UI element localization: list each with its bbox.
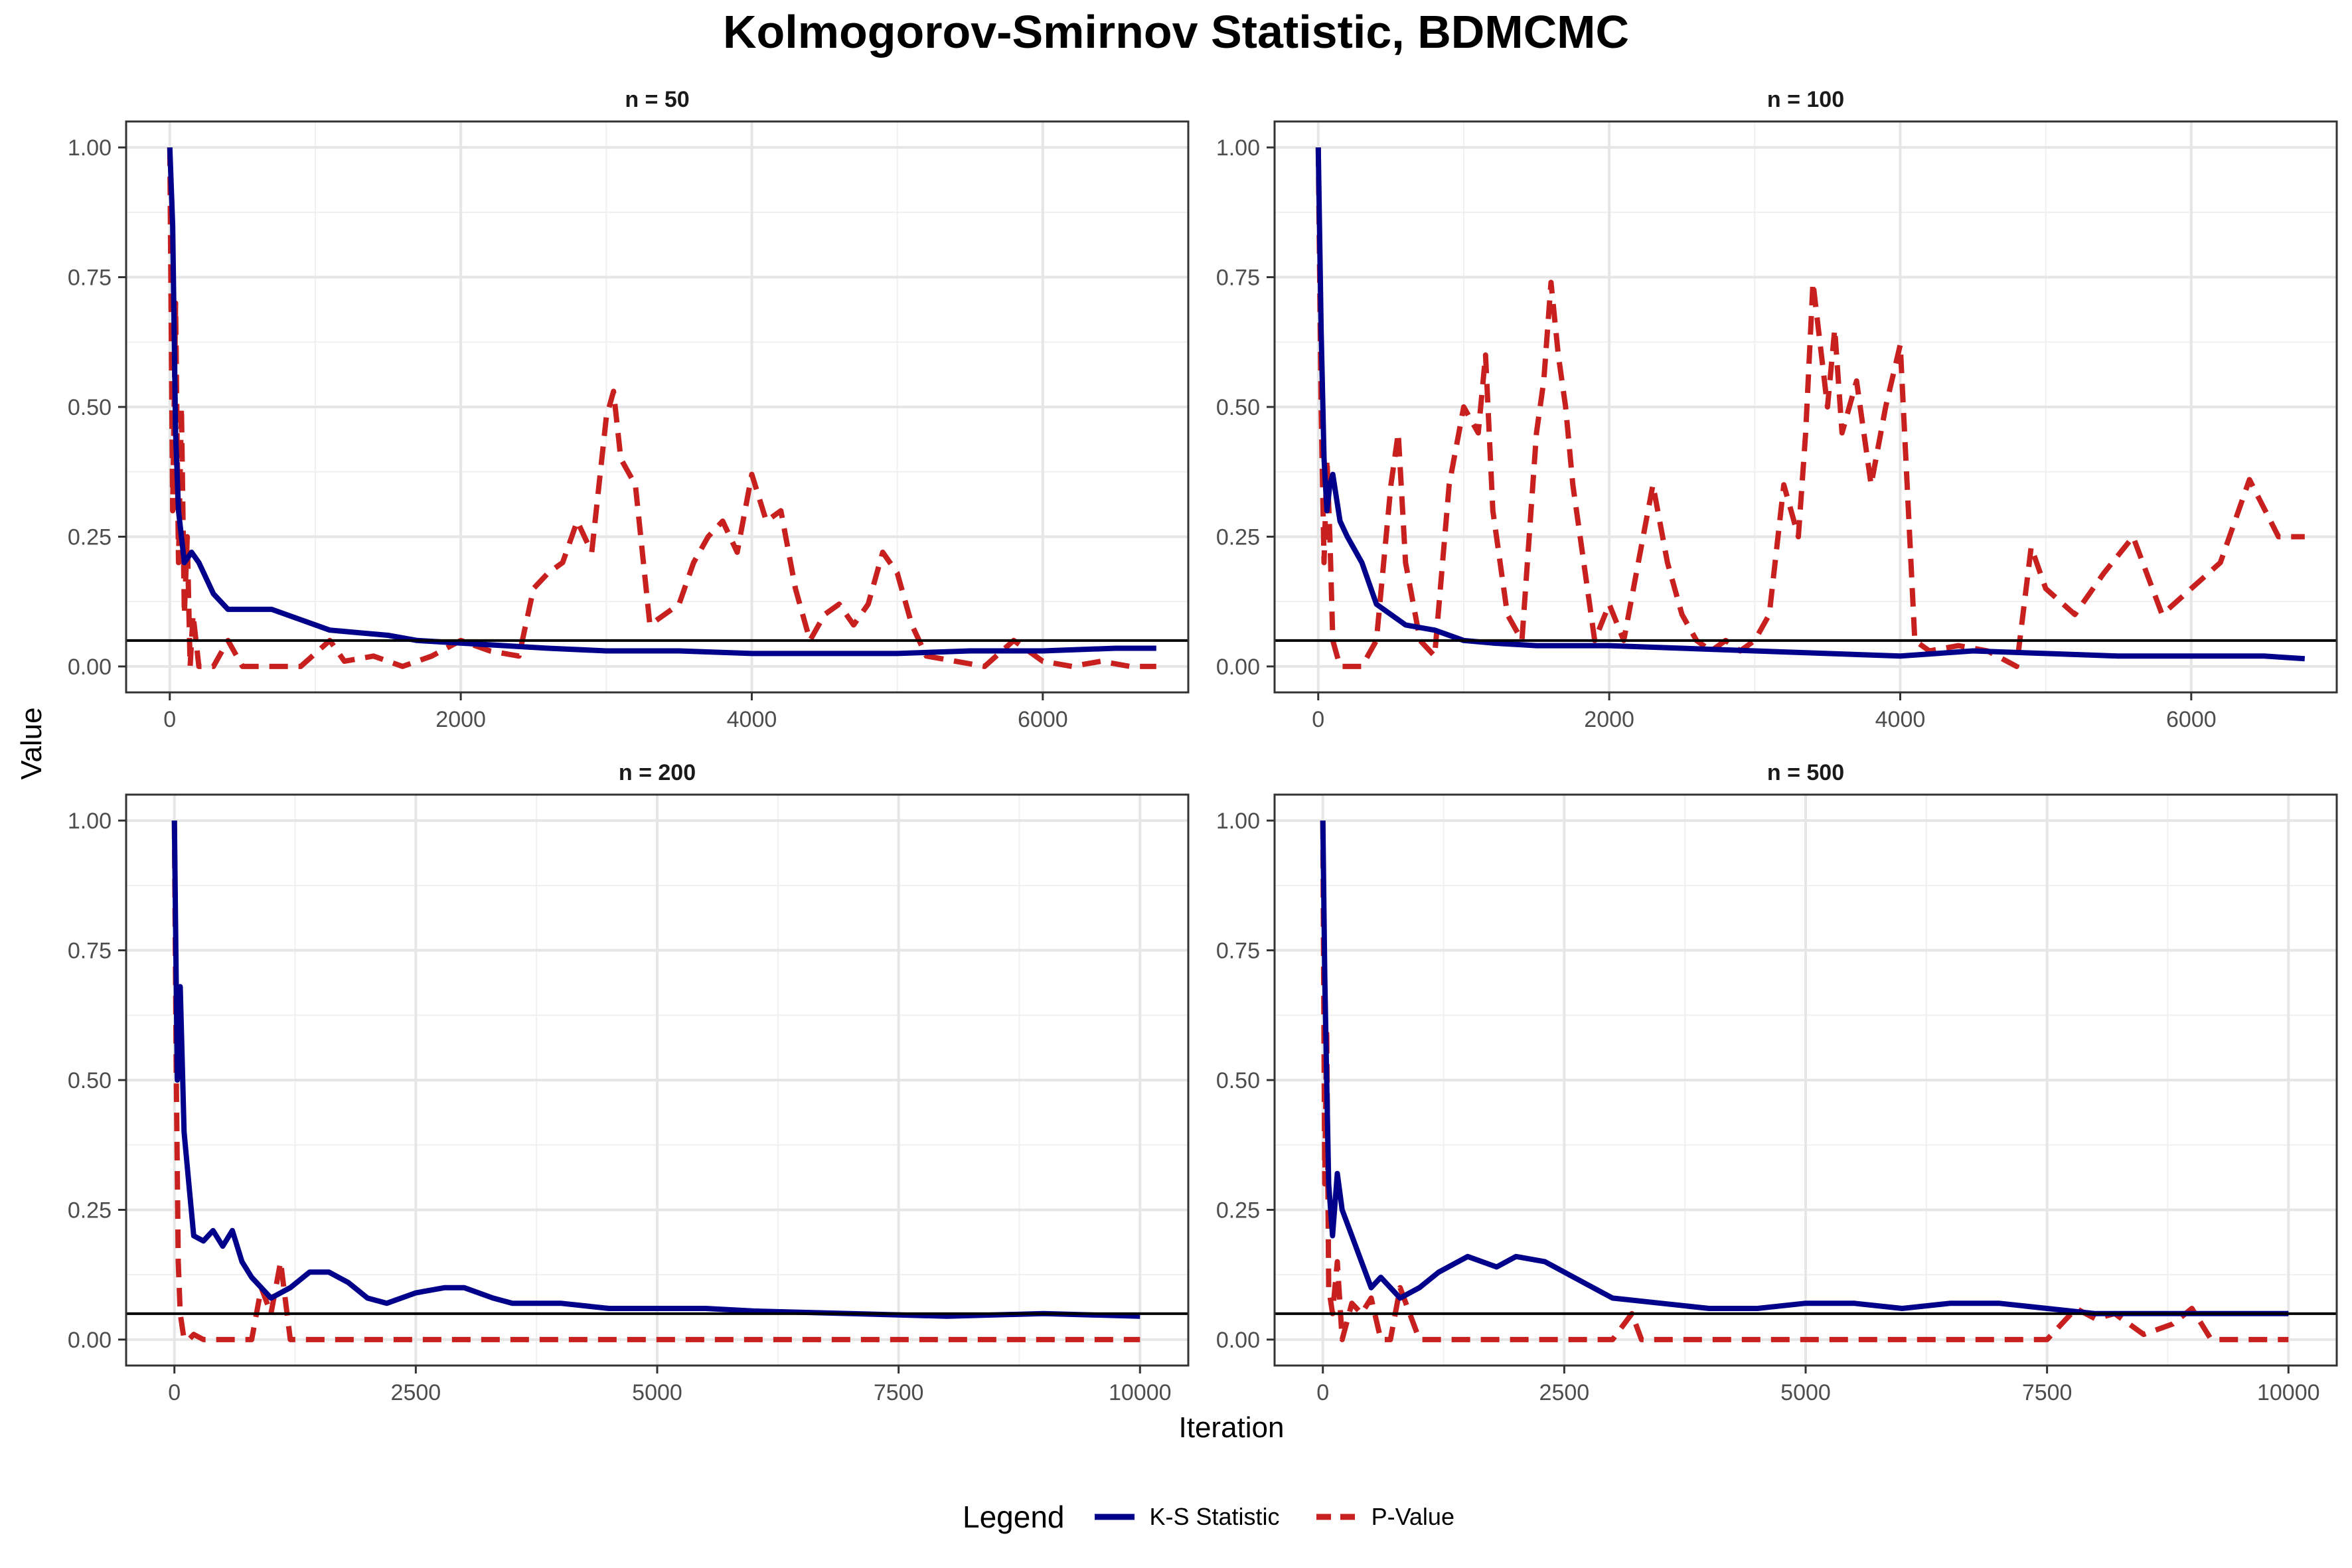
y-tick-label: 0.75 [68,939,112,964]
data-layer [167,147,1156,669]
x-tick-label: 7500 [874,1380,924,1405]
y-tick-label: 0.50 [68,395,112,420]
x-tick-label: 6000 [2166,707,2217,732]
y-tick-label: 1.00 [68,135,112,161]
panel-2: n = 200 0.00 0.25 0.50 0.75 1.00 0 2500 5000 7500… [68,760,1190,1405]
facet-label: n = 50 [625,87,689,112]
legend-key-ks-statistic [1094,1514,1135,1520]
series-line-ks-statistic [1315,147,2306,662]
x-tick-label: 0 [1312,707,1324,732]
y-axis-title: Value [15,707,48,779]
x-tick-label: 2500 [391,1380,441,1405]
y-tick-label: 0.25 [68,1198,112,1223]
y-tick-label: 0.00 [1216,1328,1260,1353]
x-tick-label: 7500 [2022,1380,2073,1405]
y-tick-label: 0.75 [1216,939,1260,964]
panel-border [125,120,1190,694]
facet-label: n = 100 [1767,87,1844,112]
x-tick-label: 10000 [1109,1380,1172,1405]
x-tick-label: 6000 [1018,707,1068,732]
panel-1: n = 100 0.00 0.25 0.50 0.75 1.00 0 2000 4000 6000 [1216,87,2338,732]
x-tick-label: 2000 [435,707,486,732]
y-tick-label: 0.00 [68,655,112,680]
series-line-p-value [167,147,1156,669]
panel-border [1273,120,2338,694]
y-tick-label: 1.00 [1216,809,1260,834]
y-tick-label: 1.00 [1216,135,1260,161]
y-tick-label: 1.00 [68,809,112,834]
legend: Legend K-S Statistic P-Value [963,1490,1488,1543]
legend-key-p-value [1316,1514,1356,1520]
y-tick-label: 0.00 [1216,655,1260,680]
x-tick-label: 0 [168,1380,181,1405]
x-tick-label: 2000 [1584,707,1634,732]
series-line-ks-statistic [171,821,1140,1319]
facet-label: n = 500 [1767,760,1844,785]
y-tick-label: 0.25 [1216,1198,1260,1223]
series-line-ks-statistic [167,147,1156,657]
y-tick-label: 0.75 [68,266,112,291]
legend-label-ks-statistic: K-S Statistic [1149,1503,1280,1530]
y-tick-label: 0.00 [68,1328,112,1353]
x-tick-label: 5000 [632,1380,682,1405]
legend-label-p-value: P-Value [1371,1503,1454,1530]
x-tick-label: 4000 [727,707,777,732]
x-tick-label: 5000 [1780,1380,1831,1405]
x-tick-label: 10000 [2257,1380,2320,1405]
x-tick-label: 0 [1316,1380,1329,1405]
chart-title: Kolmogorov-Smirnov Statistic, BDMCMC [722,6,1630,58]
y-tick-label: 0.25 [1216,524,1260,550]
panel-border [1273,793,2338,1367]
x-tick-label: 4000 [1875,707,1926,732]
panel-border [125,793,1190,1367]
y-tick-label: 0.50 [68,1068,112,1093]
x-tick-label: 2500 [1539,1380,1590,1405]
panel-3: n = 500 0.00 0.25 0.50 0.75 1.00 0 2500 5000 7500… [1216,760,2338,1405]
y-tick-label: 0.50 [1216,395,1260,420]
facet-label: n = 200 [619,760,696,785]
y-tick-label: 0.50 [1216,1068,1260,1093]
series-line-p-value [1315,147,2305,669]
y-tick-label: 0.25 [68,524,112,550]
y-tick-label: 0.75 [1216,266,1260,291]
x-tick-label: 0 [163,707,176,732]
data-layer [171,821,1140,1342]
series-line-p-value [171,821,1140,1342]
legend-title: Legend [963,1500,1065,1534]
series-line-ks-statistic [1320,821,2289,1316]
panel-0: n = 50 0.00 0.25 0.50 0.75 1.00 0 2000 4000 6000 [68,87,1190,732]
x-axis-title: Iteration [1179,1411,1285,1444]
